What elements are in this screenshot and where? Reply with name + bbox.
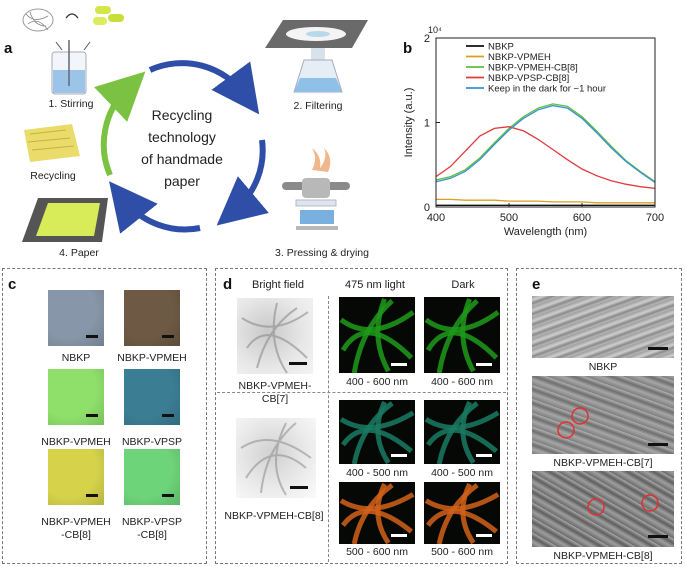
sem-label-cb8: NBKP-VPMEH-CB[8] bbox=[553, 550, 653, 562]
recycled-paper-icon bbox=[24, 124, 80, 162]
sample-label: NBKP-VPMEH bbox=[102, 352, 202, 365]
fluorescence-image bbox=[424, 400, 500, 464]
sample-label-line-1: NBKP-VPMEH bbox=[41, 436, 111, 448]
dye-pellets-icon bbox=[93, 6, 124, 25]
cycle-arrow-green bbox=[94, 71, 146, 177]
row-label-cb7: NBKP-VPMEH-CB[7] bbox=[238, 380, 312, 405]
bright-field-image-cb8 bbox=[236, 418, 316, 498]
x-tick-label: 400 bbox=[427, 212, 445, 224]
step-pressing-label: 3. Pressing & drying bbox=[275, 247, 369, 259]
panel-d-label: d bbox=[223, 276, 233, 293]
sample-label: NBKP-VPSP -CB[8] bbox=[102, 516, 202, 542]
highlight-circle-icon bbox=[557, 421, 575, 439]
sample-label: NBKP-VPMEH -CB[8] bbox=[26, 516, 126, 542]
filtering-apparatus-icon bbox=[265, 20, 368, 93]
panel-c-frame bbox=[2, 268, 207, 564]
legend-entry: Keep in the dark for ~1 hour bbox=[488, 84, 606, 95]
fluorescence-image bbox=[339, 297, 415, 373]
paper-sample-swatch bbox=[48, 449, 104, 505]
bright-field-image-cb7 bbox=[237, 298, 313, 374]
series-line bbox=[435, 104, 656, 184]
panel-a-figure bbox=[22, 6, 368, 242]
panel-d-vertical-divider bbox=[328, 296, 329, 562]
step-paper-label: 4. Paper bbox=[59, 247, 99, 259]
x-tick-label: 600 bbox=[573, 212, 591, 224]
panel-b-label: b bbox=[403, 40, 413, 57]
finished-paper-icon bbox=[22, 198, 108, 242]
center-text-line-1: Recycling bbox=[151, 107, 213, 123]
panel-a-label: a bbox=[4, 40, 13, 57]
legend-entry: NBKP-VPMEH-CB[8] bbox=[488, 63, 578, 74]
pulp-fiber-icon bbox=[22, 8, 54, 32]
header-dark: Dark bbox=[451, 279, 475, 291]
series-line bbox=[435, 126, 656, 190]
sem-image-cb7 bbox=[532, 376, 674, 454]
x-axis-label: Wavelength (nm) bbox=[504, 226, 587, 238]
y-axis-label: Intensity (a.u.) bbox=[403, 88, 415, 158]
y-exponent-label: 10⁴ bbox=[428, 25, 442, 35]
y-tick-label: 2 bbox=[424, 33, 430, 45]
press-roller-icon bbox=[282, 148, 350, 230]
paper-sample-swatch bbox=[124, 449, 180, 505]
highlight-circle-icon bbox=[587, 498, 605, 516]
wavelength-range-label: 500 - 600 nm bbox=[346, 546, 408, 558]
sample-label-line-1: NBKP bbox=[61, 352, 91, 364]
sem-label-cb7: NBKP-VPMEH-CB[7] bbox=[553, 457, 653, 469]
sem-image-nbkp bbox=[532, 296, 674, 358]
wavelength-range-label: 400 - 500 nm bbox=[346, 467, 408, 479]
sem-label-nbkp: NBKP bbox=[588, 361, 618, 373]
paper-sample-swatch bbox=[124, 369, 180, 425]
panel-e-label: e bbox=[532, 276, 541, 293]
center-text-line-3: of handmade bbox=[141, 151, 223, 167]
panel-d-horizontal-divider bbox=[217, 392, 506, 393]
header-475nm-light: 475 nm light bbox=[345, 279, 405, 291]
fluorescence-image bbox=[339, 400, 415, 464]
beaker-icon bbox=[51, 40, 87, 95]
cycle-arrow-bottom bbox=[109, 181, 201, 234]
fluorescence-image bbox=[424, 482, 500, 544]
sem-image-cb8 bbox=[532, 471, 674, 547]
panel-c-label: c bbox=[8, 276, 17, 293]
legend-entry: NBKP bbox=[488, 42, 514, 53]
row-label-cb8: NBKP-VPMEH-CB[8] bbox=[224, 510, 324, 522]
sample-label-line-1: NBKP-VPMEH bbox=[41, 516, 111, 528]
y-tick-label: 0 bbox=[424, 202, 430, 214]
panel-d-frame bbox=[215, 268, 508, 564]
step-stirring-label: 1. Stirring bbox=[48, 98, 94, 110]
wavelength-range-label: 400 - 600 nm bbox=[346, 376, 408, 388]
center-text: Recycling technology of handmade paper bbox=[124, 104, 240, 192]
paper-sample-swatch bbox=[124, 290, 180, 346]
legend-entry: NBKP-VPSP-CB[8] bbox=[488, 73, 569, 84]
cycle-arrow-right bbox=[216, 139, 269, 226]
sample-label-line-1: NBKP-VPMEH bbox=[117, 352, 187, 364]
sample-label-line-2: -CB[8] bbox=[61, 529, 91, 541]
paper-sample-swatch bbox=[48, 290, 104, 346]
wavelength-range-label: 500 - 600 nm bbox=[431, 546, 493, 558]
wavelength-range-label: 400 - 500 nm bbox=[431, 467, 493, 479]
sample-label-line-1: NBKP-VPSP bbox=[121, 436, 183, 448]
fluorescence-image bbox=[424, 297, 500, 373]
x-tick-label: 700 bbox=[646, 212, 664, 224]
sample-label: NBKP bbox=[26, 352, 126, 365]
step-filtering-label: 2. Filtering bbox=[293, 100, 343, 112]
highlight-circle-icon bbox=[641, 494, 659, 512]
panel-e-frame bbox=[516, 268, 682, 564]
center-text-line-2: technology bbox=[148, 129, 216, 145]
series-line bbox=[435, 103, 656, 183]
x-tick-label: 500 bbox=[500, 212, 518, 224]
step-recycling-label: Recycling bbox=[30, 170, 76, 182]
header-bright-field: Bright field bbox=[252, 279, 304, 291]
highlight-circle-icon bbox=[571, 407, 589, 425]
sample-label-line-2: -CB[8] bbox=[137, 529, 167, 541]
center-text-line-4: paper bbox=[164, 173, 200, 189]
fluorescence-image bbox=[339, 482, 415, 544]
series-line bbox=[436, 198, 655, 204]
paper-sample-swatch bbox=[48, 369, 104, 425]
sample-label-line-1: NBKP-VPSP bbox=[121, 516, 183, 528]
legend-entry: NBKP-VPMEH bbox=[488, 52, 551, 63]
cycle-arrow-top bbox=[148, 60, 260, 115]
wavelength-range-label: 400 - 600 nm bbox=[431, 376, 493, 388]
y-tick-label: 1 bbox=[424, 118, 430, 130]
